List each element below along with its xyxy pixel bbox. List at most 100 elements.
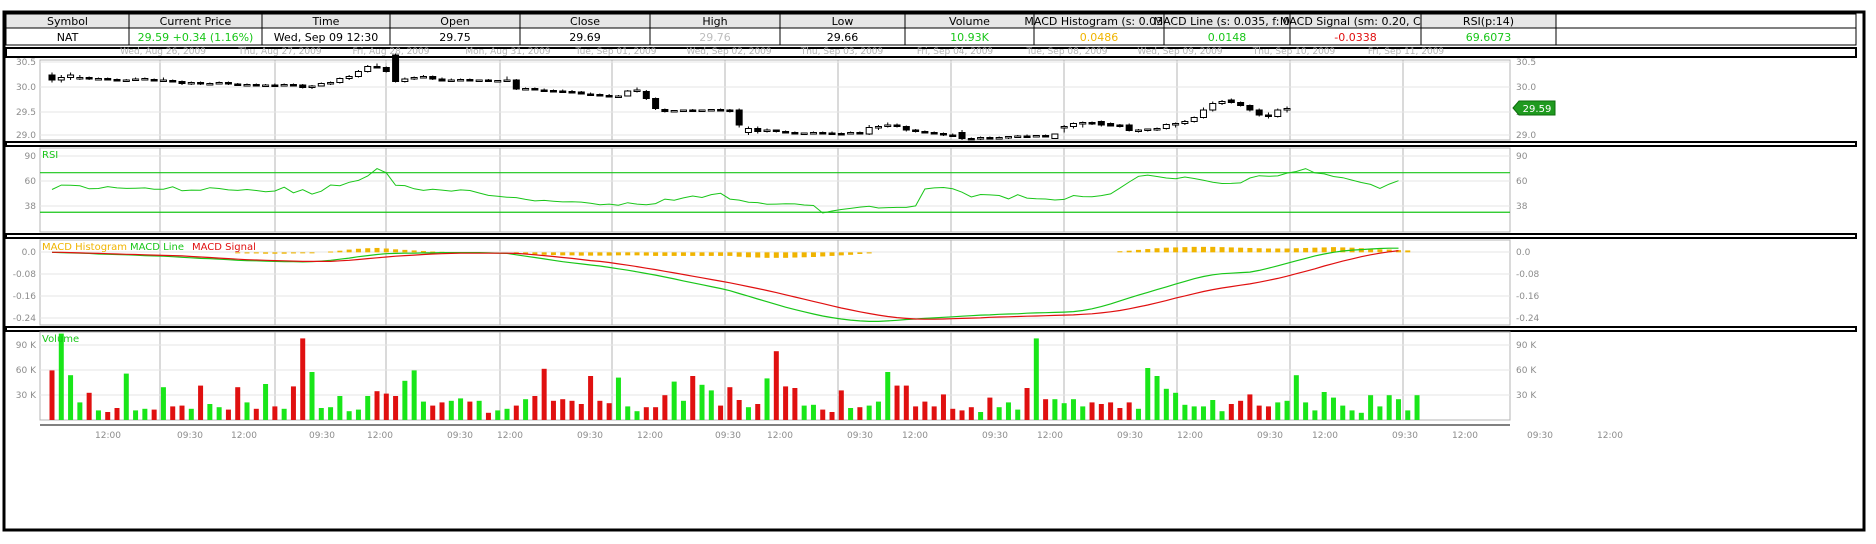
volume-bar xyxy=(86,392,92,420)
volume-bar xyxy=(1312,410,1318,420)
column-header: High xyxy=(702,15,727,28)
rsi-legend: RSI xyxy=(42,150,58,161)
macd-histogram-bar xyxy=(411,250,417,253)
volume-bar xyxy=(207,404,213,420)
candle-body xyxy=(1181,121,1189,124)
macd-histogram-bar xyxy=(569,252,575,256)
candle-body xyxy=(1069,123,1077,127)
volume-bar xyxy=(1321,392,1327,420)
y-tick-label-right: 0.0 xyxy=(1516,248,1531,258)
candle-body xyxy=(986,137,994,140)
candle-body xyxy=(549,90,557,93)
candle-body xyxy=(252,84,260,87)
rsi-panel: 90 90 60 60 38 38 RSI xyxy=(25,150,1528,214)
candle-body xyxy=(85,77,93,80)
volume-bar xyxy=(198,385,204,420)
macd-histogram-bar xyxy=(625,252,631,256)
macd-histogram-bar xyxy=(523,252,529,255)
volume-bar xyxy=(940,394,946,420)
macd-histogram-bar xyxy=(253,252,259,254)
volume-bar xyxy=(1089,402,1095,420)
candle-body xyxy=(308,85,316,88)
volume-bar xyxy=(978,412,984,420)
column-value: 29.76 xyxy=(699,31,731,44)
y-tick-label-right: -0.08 xyxy=(1516,270,1540,280)
volume-bar xyxy=(1005,402,1011,420)
y-tick-label-right: 60 K xyxy=(1516,366,1537,376)
macd-histogram-bar xyxy=(671,252,677,256)
candle-body xyxy=(438,78,446,82)
volume-bar xyxy=(625,406,631,420)
time-label: 12:00 xyxy=(367,431,393,441)
macd-histogram-bar xyxy=(1238,247,1244,253)
macd-legend-item: MACD Histogram xyxy=(42,242,127,253)
candle-body xyxy=(1190,117,1198,122)
candle-body xyxy=(169,80,177,83)
time-label: 09:30 xyxy=(1392,431,1418,441)
date-label: Fri, Sep 04, 2009 xyxy=(917,47,994,57)
candle-body xyxy=(345,76,353,79)
candle-body xyxy=(568,91,576,94)
macd-histogram-bar xyxy=(773,252,779,258)
y-tick-label-left: 30.0 xyxy=(16,83,36,93)
macd-histogram-bar xyxy=(680,252,686,256)
candle-body xyxy=(1255,109,1263,116)
volume-bar xyxy=(1108,402,1114,420)
volume-bar xyxy=(903,385,909,420)
y-tick-label-right: 60 xyxy=(1516,177,1528,187)
macd-histogram-bar xyxy=(365,248,371,253)
volume-bar xyxy=(578,404,584,420)
macd-histogram-bar xyxy=(866,252,872,254)
y-tick-label-left: 60 K xyxy=(16,366,37,376)
macd-histogram-bar xyxy=(1219,247,1225,253)
candle-body xyxy=(661,109,669,112)
volume-bar xyxy=(1414,395,1420,420)
volume-bar xyxy=(1330,397,1336,420)
candle-body xyxy=(1283,108,1291,111)
candle-body xyxy=(262,84,270,87)
macd-histogram-bar xyxy=(1312,247,1318,253)
volume-bar xyxy=(1173,392,1179,420)
column-header: MACD Signal (sm: 0.20, C... xyxy=(1280,15,1431,28)
candle-body xyxy=(1209,103,1217,111)
macd-histogram-bar xyxy=(1163,247,1169,253)
y-tick-label-right: 90 K xyxy=(1516,341,1537,351)
volume-bar xyxy=(820,409,826,420)
time-label: 09:30 xyxy=(577,431,603,441)
macd-histogram-bar xyxy=(708,252,714,256)
date-label: Fri, Sep 11, 2009 xyxy=(1368,47,1445,57)
macd-histogram-bar xyxy=(1377,249,1383,253)
panel-separator xyxy=(5,326,1857,332)
macd-histogram-bar xyxy=(355,248,361,253)
candle-body xyxy=(791,132,799,135)
candle-body xyxy=(419,76,427,79)
volume-bar xyxy=(485,412,491,420)
y-tick-label-left: -0.24 xyxy=(13,314,37,324)
time-label: 12:00 xyxy=(637,431,663,441)
column-value: 29.66 xyxy=(827,31,859,44)
volume-bar xyxy=(1228,404,1234,420)
y-tick-label-right: 30.0 xyxy=(1516,83,1536,93)
candle-body xyxy=(512,79,520,90)
candle-body xyxy=(921,131,929,134)
volume-bar xyxy=(755,404,761,420)
macd-histogram-bar xyxy=(1303,247,1309,253)
candle-body xyxy=(187,82,195,85)
volume-bar xyxy=(1210,400,1216,420)
y-tick-label-left: 60 xyxy=(25,177,37,187)
candle-body xyxy=(1227,99,1235,103)
candle-body xyxy=(1116,124,1124,127)
candle-body xyxy=(605,95,613,98)
macd-histogram-bar xyxy=(810,252,816,257)
candle-body xyxy=(884,124,892,127)
volume-bar xyxy=(615,377,621,420)
volume-bar xyxy=(1135,408,1141,420)
volume-bar xyxy=(569,400,575,420)
macd-histogram-bar xyxy=(1200,246,1206,253)
volume-bar xyxy=(95,410,101,420)
volume-bar xyxy=(170,406,176,420)
volume-bar xyxy=(866,405,872,420)
candle-body xyxy=(1097,121,1105,126)
candle-body xyxy=(234,83,242,86)
candle-body xyxy=(373,66,381,69)
